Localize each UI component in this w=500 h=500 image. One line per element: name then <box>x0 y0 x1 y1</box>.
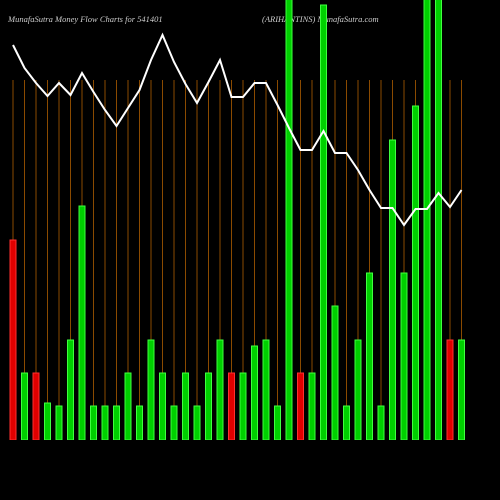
bar <box>389 139 396 440</box>
chart-title: MunafaSutra Money Flow Charts for 541401 <box>7 14 163 24</box>
bar <box>147 339 155 440</box>
bar <box>251 345 258 440</box>
bar <box>55 405 63 440</box>
bar <box>435 0 442 440</box>
bar <box>182 372 189 440</box>
bar <box>308 372 316 440</box>
bar <box>458 339 465 440</box>
bar <box>228 372 235 440</box>
bar <box>400 272 408 440</box>
bar <box>124 372 132 440</box>
bar <box>101 405 109 440</box>
bar <box>343 405 350 440</box>
bar <box>78 205 86 440</box>
bar <box>297 372 304 440</box>
bar <box>216 339 224 440</box>
bar <box>21 372 28 440</box>
bar <box>67 339 74 440</box>
bar <box>205 372 212 440</box>
bar <box>366 272 373 440</box>
bar <box>9 239 17 440</box>
price-line <box>12 32 463 227</box>
bar <box>32 372 40 440</box>
bar <box>446 339 454 440</box>
bar <box>90 405 97 440</box>
bar <box>412 105 419 440</box>
bar <box>320 4 327 440</box>
bar <box>423 0 431 440</box>
bar <box>193 405 201 440</box>
bar <box>285 0 293 440</box>
bar <box>113 405 120 440</box>
bar <box>354 339 362 440</box>
bar <box>331 305 339 440</box>
bar <box>170 405 178 440</box>
bar <box>262 339 270 440</box>
bar <box>274 405 281 440</box>
bar <box>239 372 247 440</box>
bar <box>44 402 51 440</box>
bar <box>136 405 143 440</box>
bar <box>159 372 166 440</box>
bar <box>377 405 385 440</box>
